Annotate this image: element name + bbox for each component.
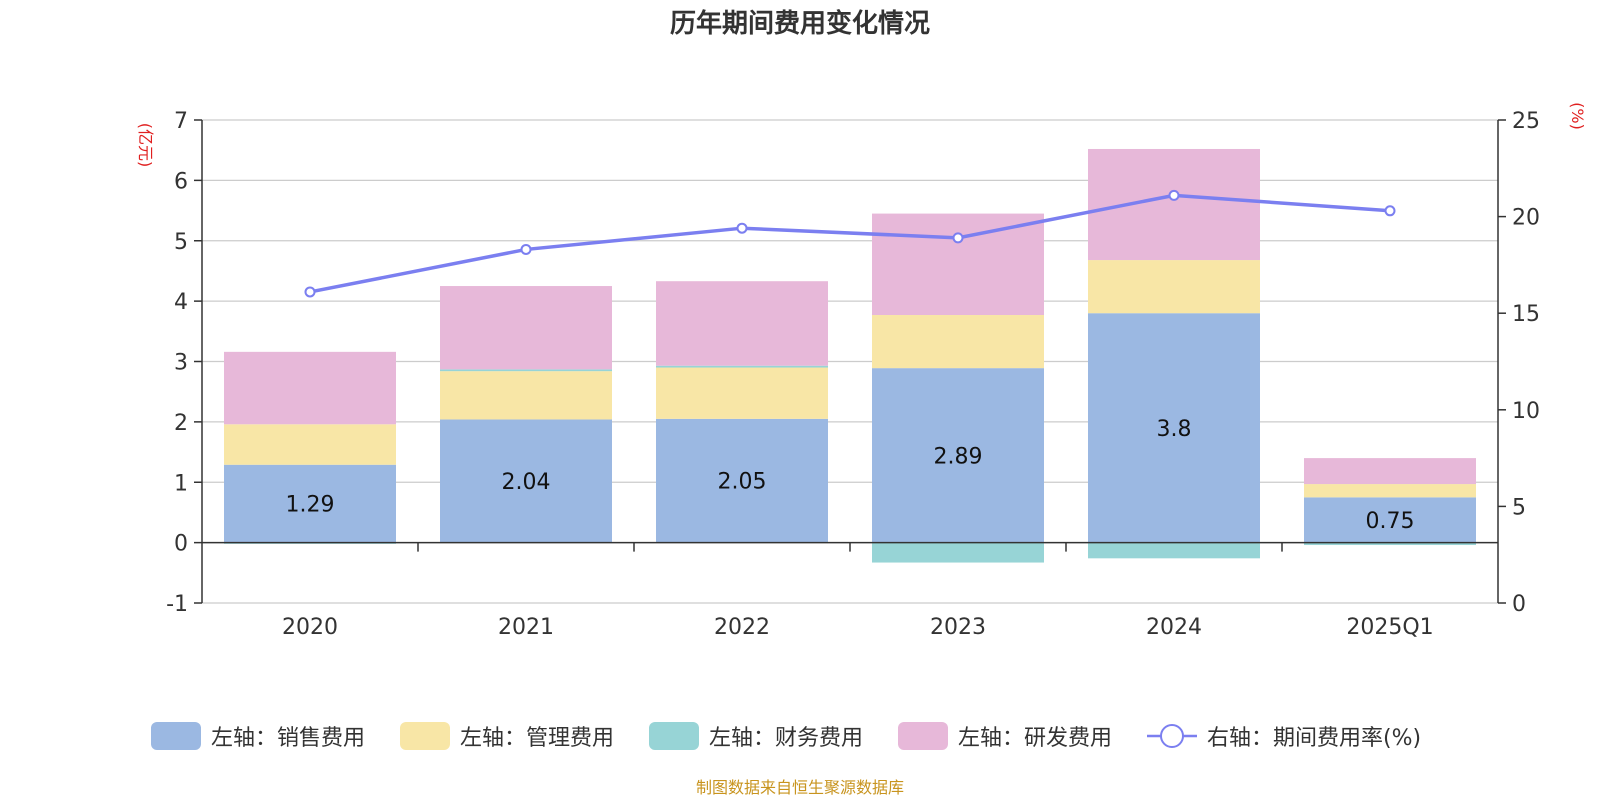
- legend-swatch-finance: [649, 722, 699, 750]
- x-tick-label: 2024: [1146, 615, 1202, 640]
- right-tick-label: 25: [1512, 109, 1540, 134]
- bar-rnd-2021: [440, 286, 612, 370]
- legend-item-rate[interactable]: 右轴：期间费用率(%): [1147, 724, 1421, 751]
- right-tick-label: 15: [1512, 302, 1540, 327]
- bar-finance-2025Q1: [1304, 542, 1476, 546]
- bar-admin-2021: [440, 371, 612, 420]
- bar-rnd-2020: [224, 351, 396, 425]
- rate-point-2022: [736, 222, 748, 234]
- gridlines: [202, 119, 1498, 604]
- left-tick-label: 7: [174, 109, 188, 134]
- right-tick-label: 0: [1512, 592, 1526, 617]
- left-tick-label: -1: [166, 592, 188, 617]
- bar-series: [224, 148, 1476, 563]
- bar-rnd-2023: [872, 213, 1044, 316]
- legend-swatch-sales: [151, 722, 201, 750]
- bar-admin-2024: [1088, 260, 1260, 314]
- right-axis-unit: (%): [1568, 102, 1587, 130]
- right-axis-ticks: 0 5 10 15 20 25: [1498, 109, 1540, 617]
- chart-title: 历年期间费用变化情况: [670, 8, 930, 39]
- rate-line: [309, 193, 1391, 294]
- legend-item-finance[interactable]: 左轴：财务费用: [649, 722, 863, 751]
- bar-labels: 1.29 2.04 2.05 2.89 3.8 0.75: [286, 417, 1415, 534]
- bar-admin-2022: [656, 367, 828, 419]
- rate-point-2020: [304, 286, 316, 298]
- bar-value-label: 0.75: [1366, 509, 1415, 534]
- legend-marker-rate: [1160, 724, 1184, 748]
- x-tick-label: 2020: [282, 615, 338, 640]
- left-tick-label: 6: [174, 169, 188, 194]
- left-tick-label: 3: [174, 351, 188, 376]
- bar-value-label: 1.29: [286, 493, 335, 518]
- bar-rnd-2022: [656, 281, 828, 366]
- right-tick-label: 10: [1512, 399, 1540, 424]
- bar-finance-2021: [440, 369, 612, 372]
- bar-admin-2020: [224, 424, 396, 465]
- left-axis-unit: (亿元): [136, 123, 155, 168]
- bar-value-label: 2.05: [718, 470, 767, 495]
- x-tick-label: 2022: [714, 615, 770, 640]
- rate-point-2024: [1168, 189, 1180, 201]
- legend-item-rnd[interactable]: 左轴：研发费用: [898, 722, 1112, 751]
- bar-finance-2023: [872, 542, 1044, 563]
- left-axis-ticks: -1 0 1 2 3 4 5 6 7: [166, 109, 202, 617]
- left-tick-label: 1: [174, 471, 188, 496]
- legend-label-rate: 右轴：期间费用率(%): [1207, 726, 1421, 751]
- rate-point-2025Q1: [1384, 205, 1396, 217]
- left-tick-label: 5: [174, 230, 188, 255]
- bar-sales-2023: [872, 368, 1044, 543]
- legend-label-finance: 左轴：财务费用: [709, 726, 863, 751]
- rate-line-series: [304, 189, 1396, 298]
- legend-swatch-rnd: [898, 722, 948, 750]
- bar-admin-2023: [872, 315, 1044, 369]
- x-tick-label: 2025Q1: [1346, 615, 1433, 640]
- left-tick-label: 0: [174, 532, 188, 557]
- bar-rnd-2025Q1: [1304, 458, 1476, 485]
- rate-point-2021: [520, 243, 532, 255]
- legend-swatch-admin: [400, 722, 450, 750]
- bar-sales-2024: [1088, 313, 1260, 543]
- right-tick-label: 5: [1512, 495, 1526, 520]
- x-tick-label: 2023: [930, 615, 986, 640]
- left-tick-label: 4: [174, 290, 188, 315]
- right-tick-label: 20: [1512, 206, 1540, 231]
- left-tick-label: 2: [174, 411, 188, 436]
- x-tick-label: 2021: [498, 615, 554, 640]
- bar-rnd-2024: [1088, 148, 1260, 261]
- bar-sales-2025Q1: [1304, 497, 1476, 543]
- bar-sales-2021: [440, 419, 612, 543]
- bar-sales-2020: [224, 464, 396, 543]
- bar-sales-2022: [656, 418, 828, 543]
- bar-value-label: 3.8: [1157, 417, 1192, 442]
- legend-item-admin[interactable]: 左轴：管理费用: [400, 722, 614, 751]
- bar-value-label: 2.89: [934, 444, 983, 469]
- bar-admin-2025Q1: [1304, 484, 1476, 498]
- bar-finance-2022: [656, 365, 828, 368]
- legend: 左轴：销售费用 左轴：管理费用 左轴：财务费用 左轴：研发费用 右轴：期间费用率…: [151, 722, 1421, 751]
- rate-point-2023: [952, 232, 964, 244]
- bar-finance-2024: [1088, 542, 1260, 559]
- legend-label-sales: 左轴：销售费用: [211, 726, 365, 751]
- legend-item-sales[interactable]: 左轴：销售费用: [151, 722, 365, 751]
- bar-value-label: 2.04: [502, 470, 551, 495]
- x-axis-ticks: 2020 2021 2022 2023 2024 2025Q1: [282, 542, 1434, 640]
- data-source-note: 制图数据来自恒生聚源数据库: [696, 778, 904, 797]
- legend-label-rnd: 左轴：研发费用: [958, 726, 1112, 751]
- legend-label-admin: 左轴：管理费用: [460, 726, 614, 751]
